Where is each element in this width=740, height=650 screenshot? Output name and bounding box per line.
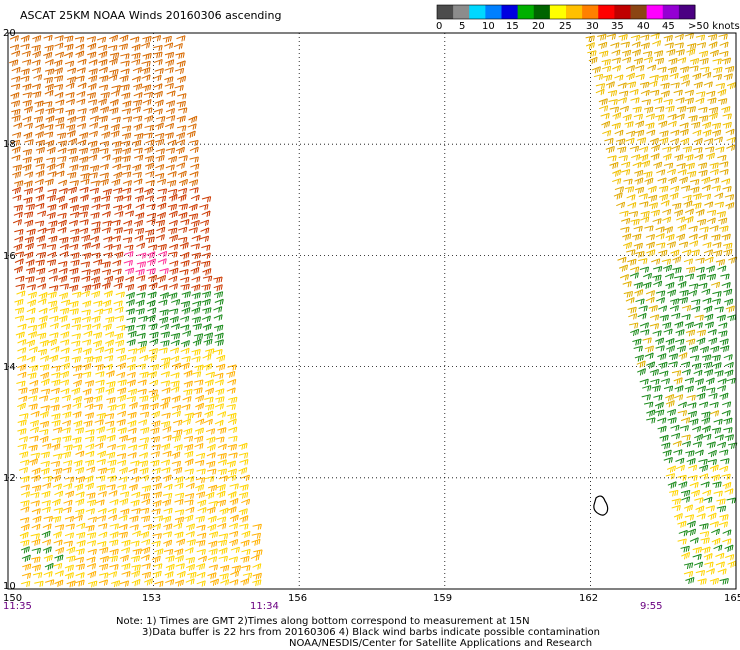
lat-label-10: 10: [3, 581, 16, 592]
colorbar-swatch: [533, 5, 551, 19]
colorbar-label-25: 25: [559, 21, 572, 32]
colorbar-label-10: 10: [482, 21, 495, 32]
colorbar-swatch: [630, 5, 648, 19]
island-outline: [593, 495, 609, 516]
wind-speed-colorbar: [436, 4, 696, 20]
colorbar-label-30: 30: [586, 21, 599, 32]
colorbar-label-35: 35: [611, 21, 624, 32]
colorbar-swatch: [582, 5, 599, 19]
colorbar-label-0: 0: [436, 21, 443, 32]
colorbar-swatch: [646, 5, 664, 19]
colorbar-swatch: [662, 5, 680, 19]
lat-label-18: 18: [3, 139, 16, 150]
colorbar-swatch: [469, 5, 486, 19]
colorbar-swatch: [614, 5, 631, 19]
colorbar-swatch: [453, 5, 470, 19]
lon-label-156: 156: [288, 593, 308, 604]
colorbar-swatch: [549, 5, 567, 19]
note-line-3: NOAA/NESDIS/Center for Satellite Applica…: [289, 638, 593, 649]
colorbar-border: [436, 4, 696, 20]
colorbar-swatch: [501, 5, 519, 19]
colorbar-swatch: [517, 5, 535, 19]
pass-time-right: 9:55: [640, 601, 663, 612]
colorbar-label-40: 40: [637, 21, 650, 32]
wind-barbs: [9, 32, 738, 588]
colorbar-swatch: [485, 5, 502, 19]
lat-label-14: 14: [3, 362, 16, 373]
map-border: [7, 32, 737, 590]
lon-label-165: 165: [724, 593, 740, 604]
colorbar-label-45: 45: [662, 21, 675, 32]
lat-label-12: 12: [3, 473, 16, 484]
colorbar-label-5: 5: [459, 21, 466, 32]
lon-label-159: 159: [433, 593, 453, 604]
colorbar-swatch: [437, 5, 454, 19]
colorbar-swatch: [566, 5, 583, 19]
map-title: ASCAT 25KM NOAA Winds 20160306 ascending: [20, 9, 282, 22]
lat-label-20: 20: [3, 28, 16, 39]
colorbar-swatch: [598, 5, 615, 19]
pass-time-middle: 11:34: [250, 601, 279, 612]
colorbar-swatch: [678, 5, 696, 19]
lon-label-150: 150: [3, 593, 23, 604]
note-line-2: 3)Data buffer is 22 hrs from 20160306 4)…: [142, 627, 600, 638]
colorbar-label-50-knots: >50 knots: [688, 21, 740, 32]
lon-label-162: 162: [579, 593, 599, 604]
lon-label-153: 153: [142, 593, 162, 604]
pass-time-left: 11:35: [3, 601, 32, 612]
wind-barb-map: [7, 32, 738, 590]
lat-label-16: 16: [3, 251, 16, 262]
colorbar-label-15: 15: [506, 21, 519, 32]
colorbar-label-20: 20: [532, 21, 545, 32]
note-line-1: Note: 1) Times are GMT 2)Times along bot…: [116, 616, 530, 627]
